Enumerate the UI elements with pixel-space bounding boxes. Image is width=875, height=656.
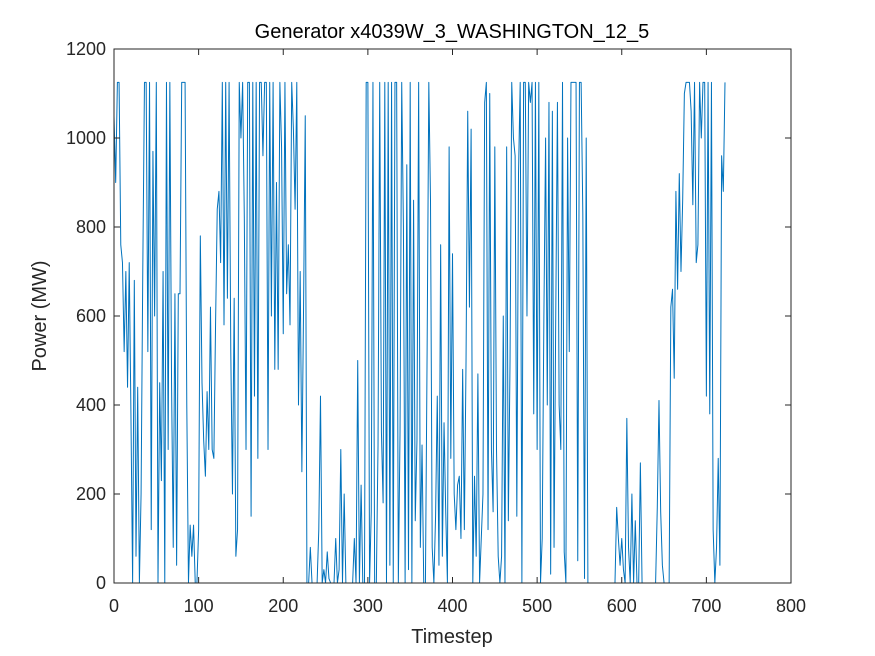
x-axis-title: Timestep bbox=[411, 626, 493, 648]
y-tick-label: 1000 bbox=[66, 128, 106, 148]
series-layer bbox=[113, 81, 726, 584]
y-tick-label: 0 bbox=[96, 573, 106, 593]
x-tick-label: 100 bbox=[184, 596, 214, 616]
x-tick-label: 800 bbox=[776, 596, 806, 616]
axes-box bbox=[113, 48, 792, 584]
x-tick-label: 400 bbox=[437, 596, 467, 616]
x-tick-label: 500 bbox=[522, 596, 552, 616]
chart-title: Generator x4039W_3_WASHINGTON_12_5 bbox=[255, 21, 650, 43]
y-tick-label: 200 bbox=[76, 484, 106, 504]
x-tick-label: 0 bbox=[109, 596, 119, 616]
series-line-power bbox=[113, 81, 726, 584]
y-tick-label: 400 bbox=[76, 395, 106, 415]
x-tick-label: 200 bbox=[268, 596, 298, 616]
y-axis-title: Power (MW) bbox=[29, 260, 51, 371]
ticks-layer: 0 100 200 300 400 500 600 700 800 0 200 400 600 800 10… bbox=[66, 39, 806, 616]
y-tick-label: 1200 bbox=[66, 39, 106, 59]
x-tick-label: 700 bbox=[691, 596, 721, 616]
x-tick-label: 300 bbox=[353, 596, 383, 616]
x-tick-label: 600 bbox=[607, 596, 637, 616]
y-tick-label: 600 bbox=[76, 306, 106, 326]
y-tick-label: 800 bbox=[76, 217, 106, 237]
